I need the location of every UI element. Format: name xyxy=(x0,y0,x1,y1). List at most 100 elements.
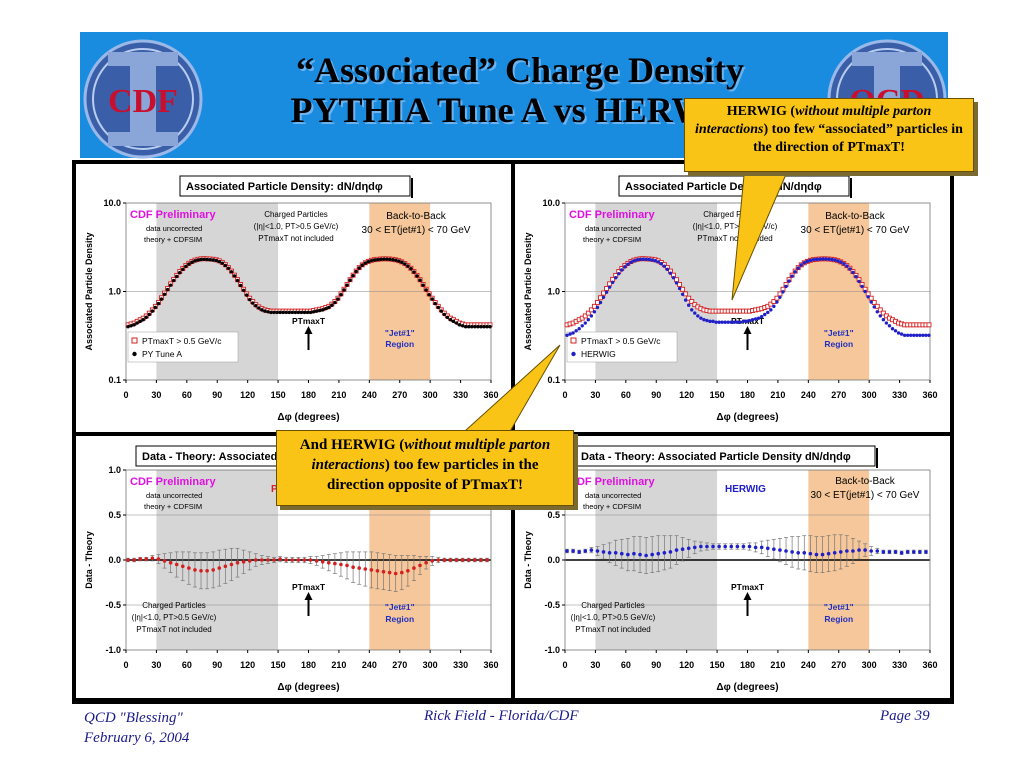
data-point-dot xyxy=(756,316,761,320)
data-point-dot xyxy=(750,318,755,322)
slide-title-line1: “Associated” Charge Density xyxy=(296,50,744,90)
jet-et-range-label: 30 < ET(jet#1) < 70 GeV xyxy=(801,225,910,236)
x-tick-label: 60 xyxy=(182,390,192,400)
data-point-dot xyxy=(595,305,600,310)
data-point xyxy=(686,546,691,551)
data-point-dot xyxy=(848,267,852,271)
data-point-dot xyxy=(632,259,636,263)
legend-box xyxy=(566,331,678,363)
cdf-preliminary-label: CDF Preliminary xyxy=(130,209,216,221)
data-point xyxy=(326,560,331,565)
data-point-dot xyxy=(241,288,246,293)
x-tick-label: 270 xyxy=(392,390,407,400)
cuts-line3: PTmaxT not included xyxy=(575,625,650,634)
data-point-dot xyxy=(638,257,642,262)
data-point-dot xyxy=(869,300,873,304)
data-point xyxy=(162,559,167,563)
data-point-dot xyxy=(647,257,651,262)
data-point-dot xyxy=(787,279,791,283)
data-point-dot xyxy=(814,257,819,262)
cdf-preliminary-label: CDF Preliminary xyxy=(569,209,655,221)
data-point-dot xyxy=(418,278,422,282)
back-to-back-label: Back-to-Back xyxy=(825,211,885,222)
data-point-dot xyxy=(674,281,679,285)
x-tick-label: 360 xyxy=(922,390,937,400)
data-point xyxy=(905,550,910,554)
data-point-dot xyxy=(296,310,301,315)
data-point-dot xyxy=(430,297,434,301)
x-tick-label: 0 xyxy=(123,660,128,670)
slide-title-line2: PYTHIA Tune A vs HERWIG xyxy=(290,90,750,130)
data-point xyxy=(223,564,228,569)
data-point-dot xyxy=(644,257,648,262)
data-point-dot xyxy=(330,303,334,307)
data-point-dot xyxy=(372,258,377,262)
data-point xyxy=(668,550,673,554)
back-to-back-label: Back-to-Back xyxy=(386,211,446,222)
data-point-dot xyxy=(384,257,389,261)
note-data-uncorrected: data uncorrected xyxy=(585,224,641,233)
y-tick-label: 0.0 xyxy=(547,555,560,565)
data-point-dot xyxy=(662,264,667,268)
data-point xyxy=(253,558,258,562)
data-point xyxy=(601,550,606,554)
data-point-dot xyxy=(808,258,813,263)
data-point xyxy=(278,557,282,561)
y-tick-label: -1.0 xyxy=(105,645,121,655)
x-tick-label: 90 xyxy=(212,390,222,400)
data-point-dot xyxy=(598,300,603,305)
data-point xyxy=(705,544,709,549)
data-point xyxy=(674,548,679,552)
legend-square-marker xyxy=(570,337,577,344)
data-point-dot xyxy=(769,308,773,312)
data-point-dot xyxy=(448,318,453,322)
data-point-dot xyxy=(842,262,846,266)
data-point-dot xyxy=(650,258,654,262)
x-axis-label: Δφ (degrees) xyxy=(716,682,778,693)
x-tick-label: 30 xyxy=(590,390,600,400)
data-point xyxy=(479,558,483,562)
data-point xyxy=(308,558,313,562)
x-tick-label: 210 xyxy=(770,390,785,400)
data-point-dot xyxy=(790,274,794,278)
data-point-dot xyxy=(345,283,349,287)
data-point-square xyxy=(689,299,695,304)
x-tick-label: 330 xyxy=(453,390,468,400)
note-data-uncorrected: data uncorrected xyxy=(146,491,202,500)
cuts-line1: Charged Particles xyxy=(264,210,328,219)
data-point-square xyxy=(686,295,692,301)
data-point-dot xyxy=(872,305,876,309)
data-point-dot xyxy=(781,290,785,294)
slide-title: “Associated” Charge Density PYTHIA Tune … xyxy=(200,50,840,130)
data-point xyxy=(436,558,441,562)
y-tick-label: 1.0 xyxy=(547,287,560,297)
x-tick-label: 240 xyxy=(801,660,816,670)
data-point-square xyxy=(604,286,610,291)
data-point-dot xyxy=(744,319,749,324)
y-tick-label: 1.0 xyxy=(108,287,121,297)
data-point-dot xyxy=(171,278,176,283)
jet1-region-sublabel: Region xyxy=(824,339,853,349)
data-point-dot xyxy=(583,321,587,325)
data-point xyxy=(577,550,581,554)
x-tick-label: 180 xyxy=(740,390,755,400)
data-point-dot xyxy=(927,333,931,337)
footer-event: QCD "Blessing" xyxy=(84,710,183,726)
data-point-dot xyxy=(641,257,645,261)
data-point-dot xyxy=(784,284,788,289)
data-point-dot xyxy=(823,257,828,261)
legend-entry-2: HERWIG xyxy=(581,349,616,359)
data-point-dot xyxy=(369,258,374,263)
data-point-dot xyxy=(568,332,572,336)
x-tick-label: 150 xyxy=(271,390,286,400)
data-point-dot xyxy=(439,309,444,313)
data-point-square xyxy=(880,310,886,316)
data-point xyxy=(466,558,471,562)
x-tick-label: 0 xyxy=(562,390,567,400)
data-point-dot xyxy=(878,314,883,318)
data-point xyxy=(454,558,459,562)
chart-tr-svg: 10.0 1.0 0.10 30 60 90 120 150 180 210 240 270 300 33… xyxy=(523,175,938,423)
data-point xyxy=(387,570,392,575)
data-point xyxy=(241,560,246,564)
data-point-dot xyxy=(168,283,173,287)
